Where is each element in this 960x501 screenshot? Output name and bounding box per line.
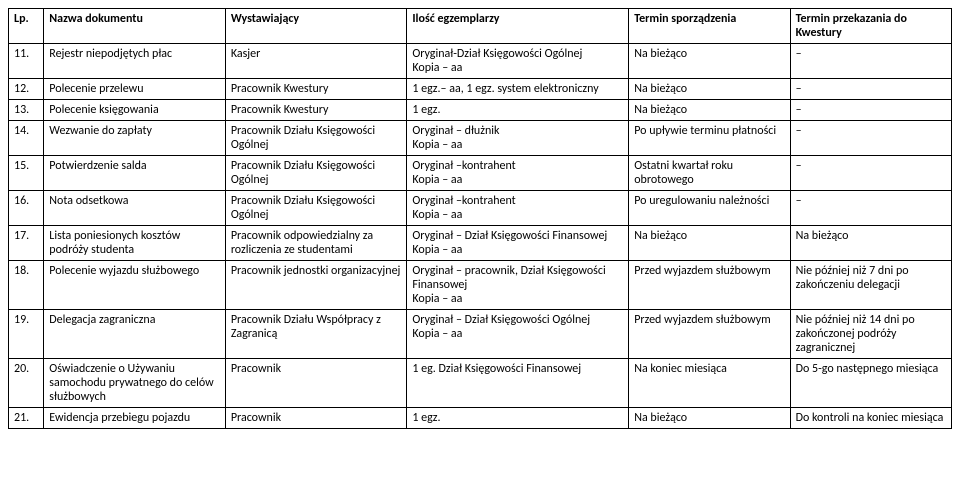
cell-prepared: Na bieżąco: [629, 408, 790, 429]
table-row: 14.Wezwanie do zapłatyPracownik Działu K…: [9, 121, 952, 156]
cell-delivered: Do 5-go następnego miesiąca: [790, 359, 951, 408]
cell-delivered: –: [790, 121, 951, 156]
cell-issuer: Pracownik: [225, 408, 407, 429]
cell-copies: 1 egz.– aa, 1 egz. system elektroniczny: [407, 79, 629, 100]
cell-delivered: –: [790, 79, 951, 100]
cell-delivered: –: [790, 44, 951, 79]
cell-lp: 13.: [9, 100, 44, 121]
table-row: 17.Lista poniesionych kosztów podróży st…: [9, 226, 952, 261]
cell-name: Nota odsetkowa: [44, 191, 226, 226]
cell-issuer: Pracownik Kwestury: [225, 79, 407, 100]
cell-prepared: Na bieżąco: [629, 100, 790, 121]
cell-name: Lista poniesionych kosztów podróży stude…: [44, 226, 226, 261]
cell-copies: 1 egz.: [407, 408, 629, 429]
cell-delivered: –: [790, 156, 951, 191]
col-lp: Lp.: [9, 9, 44, 44]
cell-name: Polecenie przelewu: [44, 79, 226, 100]
cell-lp: 17.: [9, 226, 44, 261]
table-row: 15.Potwierdzenie saldaPracownik Działu K…: [9, 156, 952, 191]
cell-copies: 1 egz.: [407, 100, 629, 121]
cell-issuer: Pracownik odpowiedzialny za rozliczenia …: [225, 226, 407, 261]
cell-prepared: Przed wyjazdem służbowym: [629, 310, 790, 359]
cell-name: Rejestr niepodjętych płac: [44, 44, 226, 79]
cell-name: Potwierdzenie salda: [44, 156, 226, 191]
cell-prepared: Na bieżąco: [629, 226, 790, 261]
cell-copies: Oryginał-Dział Księgowości OgólnejKopia …: [407, 44, 629, 79]
cell-issuer: Pracownik: [225, 359, 407, 408]
cell-copies: Oryginał – Dział Księgowości OgólnejKopi…: [407, 310, 629, 359]
col-name: Nazwa dokumentu: [44, 9, 226, 44]
col-delivered: Termin przekazania do Kwestury: [790, 9, 951, 44]
cell-issuer: Kasjer: [225, 44, 407, 79]
table-row: 13.Polecenie księgowaniaPracownik Kwestu…: [9, 100, 952, 121]
cell-copies: 1 eg. Dział Księgowości Finansowej: [407, 359, 629, 408]
cell-lp: 12.: [9, 79, 44, 100]
table-row: 11.Rejestr niepodjętych płacKasjerOrygin…: [9, 44, 952, 79]
cell-delivered: –: [790, 100, 951, 121]
cell-prepared: Przed wyjazdem służbowym: [629, 261, 790, 310]
col-prepared: Termin sporządzenia: [629, 9, 790, 44]
cell-copies: Oryginał – dłużnikKopia – aa: [407, 121, 629, 156]
cell-issuer: Pracownik jednostki organizacyjnej: [225, 261, 407, 310]
cell-delivered: Nie później niż 14 dni po zakończonej po…: [790, 310, 951, 359]
cell-lp: 15.: [9, 156, 44, 191]
cell-prepared: Na bieżąco: [629, 79, 790, 100]
cell-prepared: Ostatni kwartał roku obrotowego: [629, 156, 790, 191]
table-row: 19.Delegacja zagranicznaPracownik Działu…: [9, 310, 952, 359]
cell-name: Polecenie księgowania: [44, 100, 226, 121]
table-row: 18.Polecenie wyjazdu służbowegoPracownik…: [9, 261, 952, 310]
cell-copies: Oryginał –kontrahentKopia – aa: [407, 191, 629, 226]
table-row: 20.Oświadczenie o Używaniu samochodu pry…: [9, 359, 952, 408]
cell-name: Wezwanie do zapłaty: [44, 121, 226, 156]
cell-lp: 18.: [9, 261, 44, 310]
cell-lp: 16.: [9, 191, 44, 226]
cell-issuer: Pracownik Działu Księgowości Ogólnej: [225, 191, 407, 226]
cell-lp: 11.: [9, 44, 44, 79]
table-header-row: Lp. Nazwa dokumentu Wystawiający Ilość e…: [9, 9, 952, 44]
cell-delivered: Do kontroli na koniec miesiąca: [790, 408, 951, 429]
table-row: 16.Nota odsetkowaPracownik Działu Księgo…: [9, 191, 952, 226]
cell-issuer: Pracownik Kwestury: [225, 100, 407, 121]
cell-lp: 14.: [9, 121, 44, 156]
col-copies: Ilość egzemplarzy: [407, 9, 629, 44]
cell-name: Delegacja zagraniczna: [44, 310, 226, 359]
cell-prepared: Po upływie terminu płatności: [629, 121, 790, 156]
cell-lp: 20.: [9, 359, 44, 408]
cell-issuer: Pracownik Działu Księgowości Ogólnej: [225, 156, 407, 191]
cell-copies: Oryginał – pracownik, Dział Księgowości …: [407, 261, 629, 310]
documents-table: Lp. Nazwa dokumentu Wystawiający Ilość e…: [8, 8, 952, 429]
cell-prepared: Po uregulowaniu należności: [629, 191, 790, 226]
table-body: 11.Rejestr niepodjętych płacKasjerOrygin…: [9, 44, 952, 429]
cell-copies: Oryginał –kontrahentKopia – aa: [407, 156, 629, 191]
cell-prepared: Na koniec miesiąca: [629, 359, 790, 408]
cell-issuer: Pracownik Działu Księgowości Ogólnej: [225, 121, 407, 156]
table-row: 12.Polecenie przelewuPracownik Kwestury1…: [9, 79, 952, 100]
cell-name: Polecenie wyjazdu służbowego: [44, 261, 226, 310]
cell-lp: 21.: [9, 408, 44, 429]
cell-lp: 19.: [9, 310, 44, 359]
cell-delivered: Nie później niż 7 dni po zakończeniu del…: [790, 261, 951, 310]
table-row: 21.Ewidencja przebiegu pojazduPracownik1…: [9, 408, 952, 429]
col-issuer: Wystawiający: [225, 9, 407, 44]
cell-copies: Oryginał – Dział Księgowości FinansowejK…: [407, 226, 629, 261]
cell-name: Ewidencja przebiegu pojazdu: [44, 408, 226, 429]
cell-issuer: Pracownik Działu Współpracy z Zagranicą: [225, 310, 407, 359]
cell-prepared: Na bieżąco: [629, 44, 790, 79]
cell-name: Oświadczenie o Używaniu samochodu prywat…: [44, 359, 226, 408]
cell-delivered: Na bieżąco: [790, 226, 951, 261]
cell-delivered: –: [790, 191, 951, 226]
